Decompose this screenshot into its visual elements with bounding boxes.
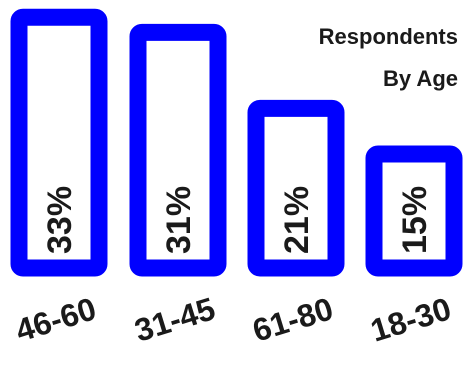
bar-46-60 (10, 8, 108, 277)
chart-title-line-2: By Age (383, 66, 458, 91)
bar-31-45 (129, 23, 227, 277)
category-label-31-45: 31-45 (130, 290, 219, 348)
bar-61-80 (247, 99, 345, 277)
value-label-61-80: 21% (278, 186, 316, 254)
value-labels-layer: 33% 31% 21% 15% (41, 186, 434, 254)
bar-18-30 (365, 145, 463, 277)
bars-layer (10, 8, 463, 277)
chart-title-line-1: Respondents (319, 24, 458, 49)
category-labels-layer: 46-60 31-45 61-80 18-30 (11, 290, 455, 348)
value-label-18-30: 15% (396, 186, 434, 254)
value-label-31-45: 31% (160, 186, 198, 254)
category-label-46-60: 46-60 (11, 290, 100, 348)
category-label-18-30: 18-30 (366, 290, 455, 348)
category-label-61-80: 61-80 (248, 290, 337, 348)
value-label-46-60: 33% (41, 186, 79, 254)
